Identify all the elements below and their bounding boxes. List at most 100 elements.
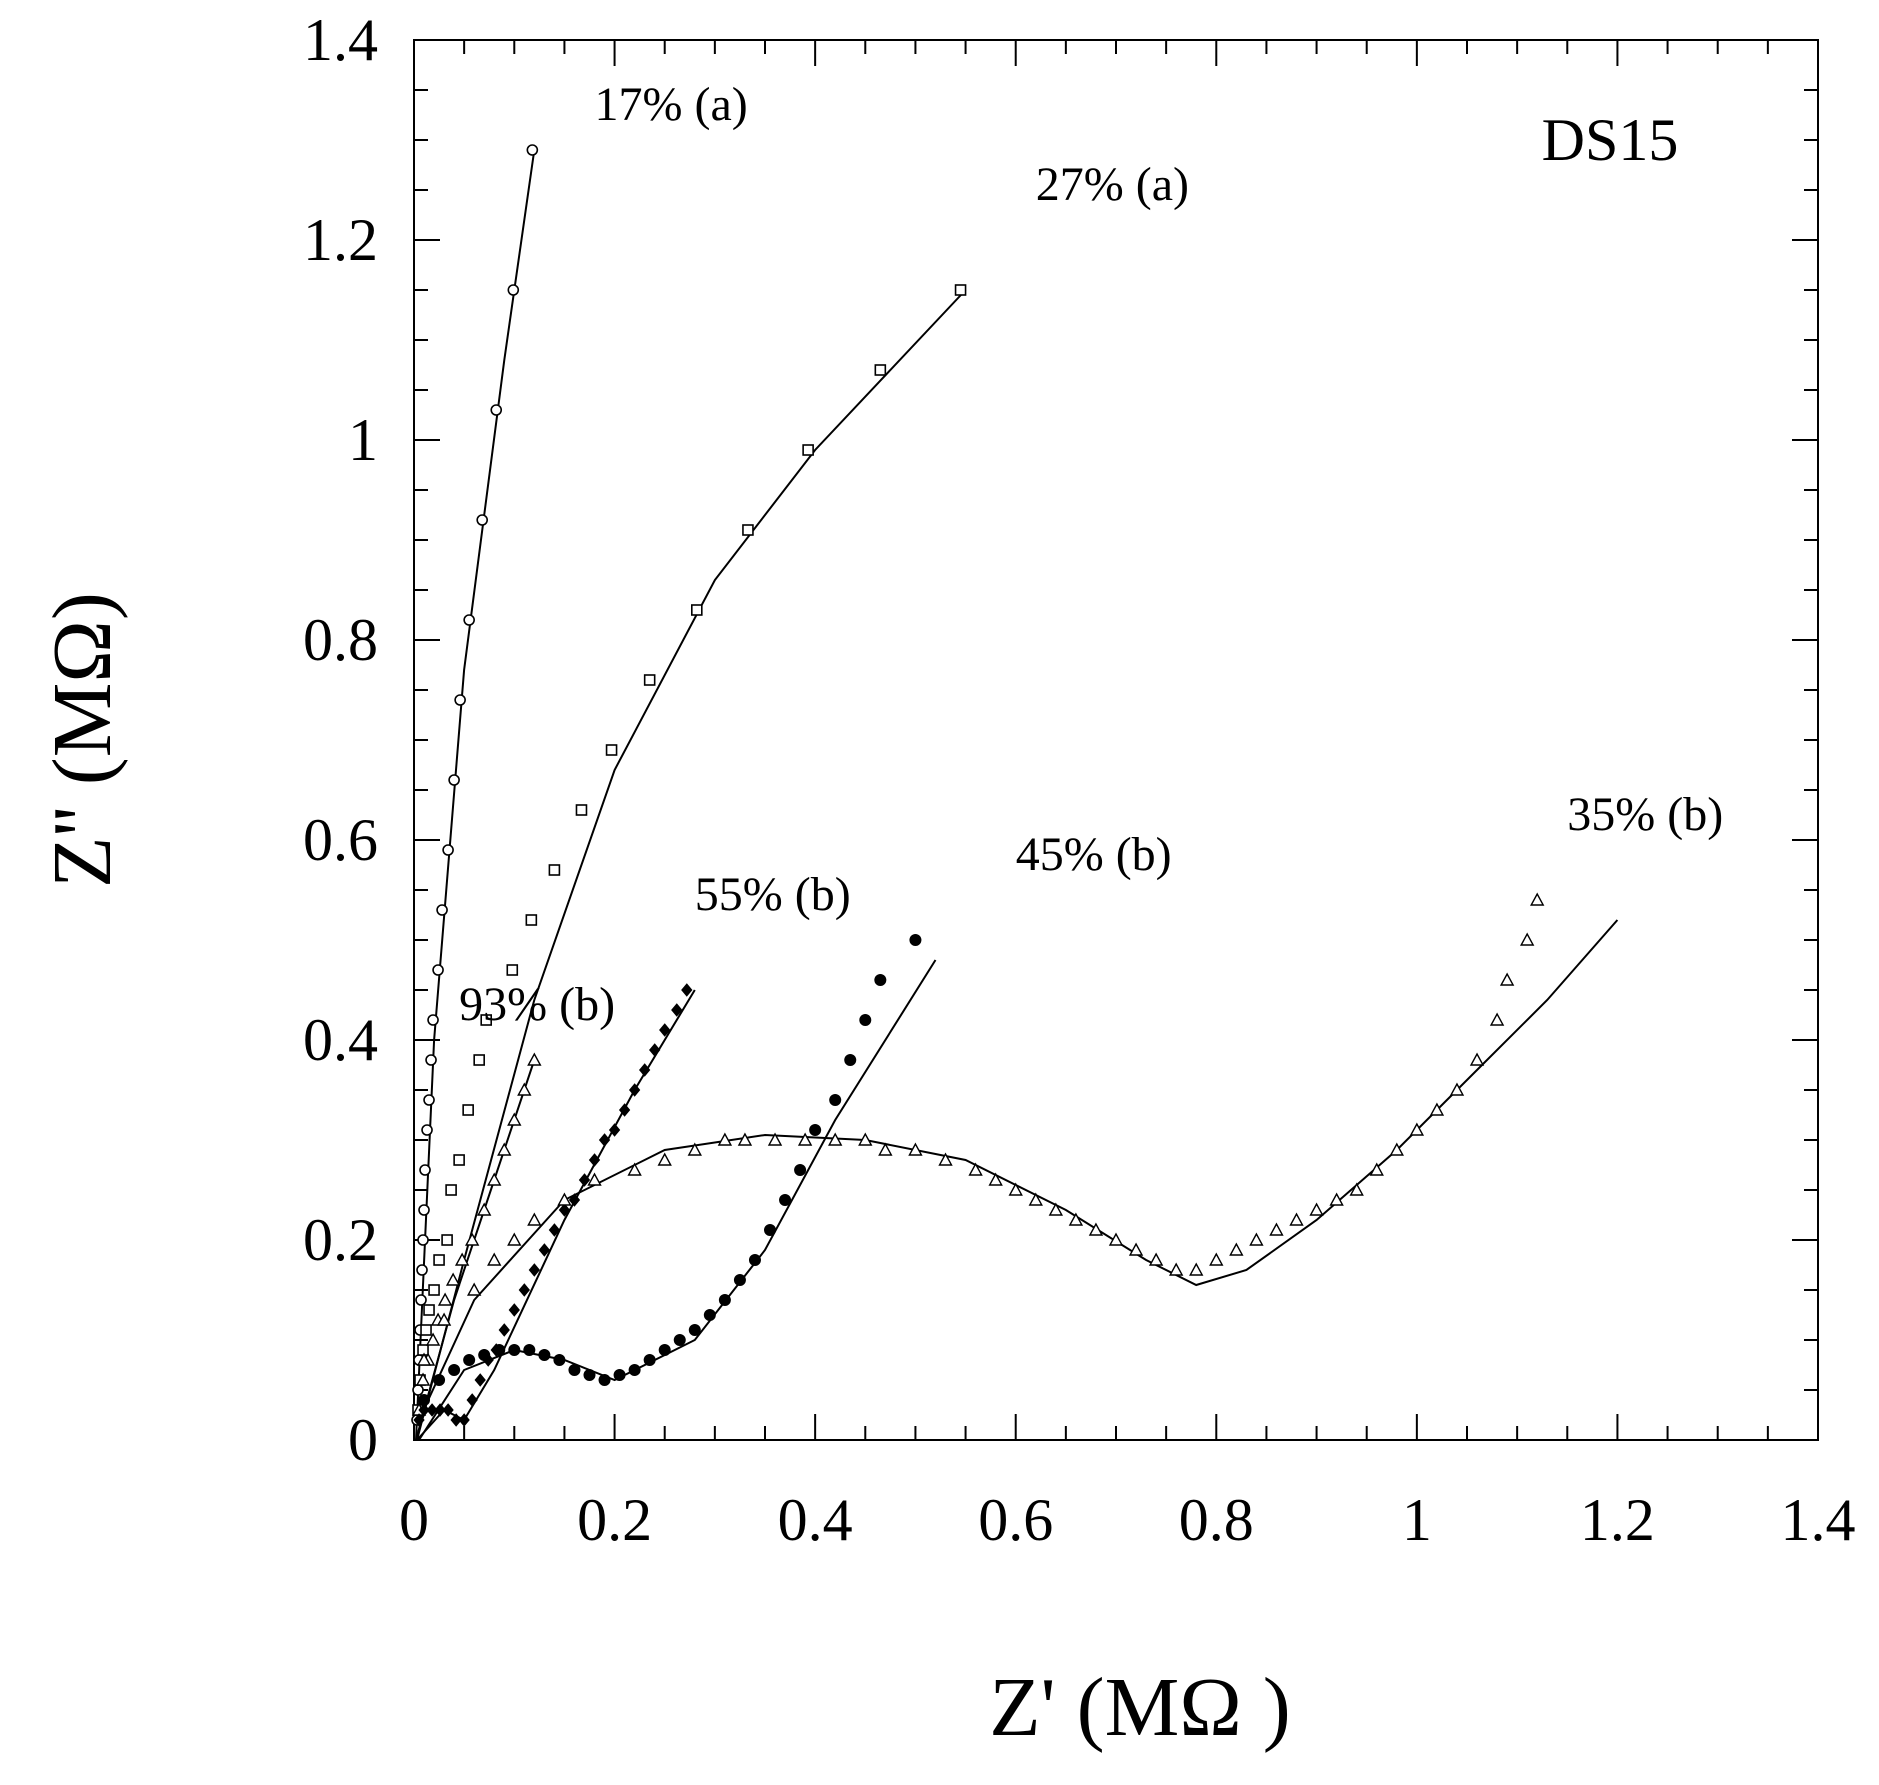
data-point-5: [1168, 1262, 1184, 1276]
data-point-2: [487, 1172, 502, 1186]
data-point-5: [968, 1162, 983, 1176]
data-point-1: [643, 674, 656, 686]
data-point-5: [1449, 1082, 1465, 1096]
data-point-5: [627, 1162, 642, 1176]
data-point-4: [718, 1294, 731, 1306]
data-point-1: [525, 914, 538, 926]
data-point-0: [463, 614, 475, 626]
data-point-5: [1148, 1252, 1164, 1266]
data-point-2: [454, 1252, 470, 1266]
data-point-1: [691, 604, 703, 616]
data-point-3: [659, 1023, 671, 1037]
data-point-3: [681, 983, 693, 997]
data-point-0: [490, 404, 503, 416]
data-point-3: [418, 1403, 430, 1417]
data-point-5: [1028, 1192, 1043, 1206]
data-point-2: [464, 1232, 480, 1246]
data-point-4: [844, 1054, 857, 1066]
x-tick-label: 1.2: [1580, 1487, 1655, 1553]
data-point-1: [954, 284, 967, 296]
y-tick-labels: 0 0.2 0.4 0.6 0.8 1 1.2 1.4: [303, 7, 378, 1473]
data-point-5: [1128, 1242, 1144, 1256]
y-tick-label: 1.2: [303, 207, 378, 273]
data-point-5: [507, 1232, 522, 1246]
data-point-3: [498, 1323, 510, 1337]
data-point-4: [643, 1354, 656, 1366]
data-point-5: [1068, 1212, 1084, 1226]
data-point-5: [1409, 1122, 1425, 1136]
data-point-1: [605, 744, 618, 756]
x-tick-label: 1.4: [1781, 1487, 1856, 1553]
fit-line-0: [415, 149, 536, 1441]
data-point-4: [909, 934, 922, 946]
data-point-3: [508, 1303, 520, 1317]
data-point-3: [608, 1123, 621, 1137]
data-point-0: [421, 1124, 433, 1136]
data-point-0: [417, 1234, 429, 1246]
data-point-5: [1389, 1142, 1404, 1156]
data-point-5: [1530, 892, 1545, 906]
data-point-3: [426, 1403, 438, 1417]
data-point-5: [527, 1212, 542, 1226]
data-point-4: [809, 1124, 822, 1136]
series-labels: 17% (a) 27% (a) 93% (b) 55% (b) 45% (b) 35% (…: [459, 78, 1723, 1031]
data-point-1: [453, 1154, 465, 1166]
data-point-1: [473, 1054, 485, 1066]
data-point-5: [878, 1142, 893, 1156]
data-point-5: [657, 1152, 672, 1166]
data-point-5: [1369, 1162, 1384, 1176]
data-point-3: [442, 1403, 454, 1417]
data-point-5: [1189, 1262, 1204, 1276]
data-point-4: [448, 1364, 461, 1376]
y-tick-label: 0.4: [303, 1007, 378, 1073]
data-point-4: [613, 1369, 626, 1381]
data-point-4: [748, 1254, 761, 1266]
data-point-2: [507, 1112, 522, 1126]
data-point-2: [517, 1082, 532, 1096]
data-point-5: [1469, 1052, 1485, 1066]
data-point-4: [523, 1344, 536, 1356]
data-point-1: [462, 1104, 474, 1116]
data-point-4: [463, 1354, 476, 1366]
x-tick-label: 1: [1402, 1487, 1432, 1553]
data-point-1: [742, 524, 754, 536]
data-point-5: [557, 1192, 572, 1206]
data-point-1: [575, 804, 588, 816]
data-point-5: [1489, 1012, 1505, 1026]
data-point-3: [649, 1043, 661, 1057]
data-point-2: [497, 1142, 512, 1156]
data-point-0: [418, 1204, 430, 1216]
data-point-4: [779, 1194, 792, 1206]
data-point-0: [416, 1264, 428, 1276]
data-point-5: [1269, 1222, 1284, 1236]
series-label: 27% (a): [1036, 158, 1189, 211]
data-point-4: [764, 1224, 777, 1236]
data-point-3: [528, 1263, 540, 1277]
data-point-2: [477, 1202, 492, 1216]
data-point-4: [568, 1364, 581, 1376]
data-point-2: [437, 1292, 453, 1306]
x-axis-title: Z' (MΩ ): [989, 1661, 1291, 1754]
data-point-3: [639, 1063, 651, 1077]
x-tick-label: 0: [399, 1487, 429, 1553]
data-point-4: [553, 1354, 566, 1366]
data-point-2: [527, 1052, 542, 1066]
data-point-0: [526, 144, 539, 156]
x-tick-label: 0.6: [978, 1487, 1053, 1553]
data-point-5: [1209, 1252, 1224, 1266]
data-point-0: [476, 514, 488, 526]
data-point-1: [548, 864, 561, 876]
series-label: 17% (a): [595, 78, 748, 131]
data-point-4: [829, 1094, 842, 1106]
data-point-1: [802, 444, 814, 456]
data-point-5: [797, 1132, 813, 1146]
data-point-2: [445, 1272, 461, 1286]
data-point-3: [434, 1403, 446, 1417]
data-point-4: [703, 1309, 716, 1321]
data-point-0: [427, 1014, 439, 1026]
data-point-5: [1108, 1232, 1124, 1246]
data-point-0: [432, 964, 444, 976]
data-point-5: [828, 1132, 843, 1146]
data-point-4: [418, 1394, 431, 1406]
data-point-0: [436, 904, 448, 916]
